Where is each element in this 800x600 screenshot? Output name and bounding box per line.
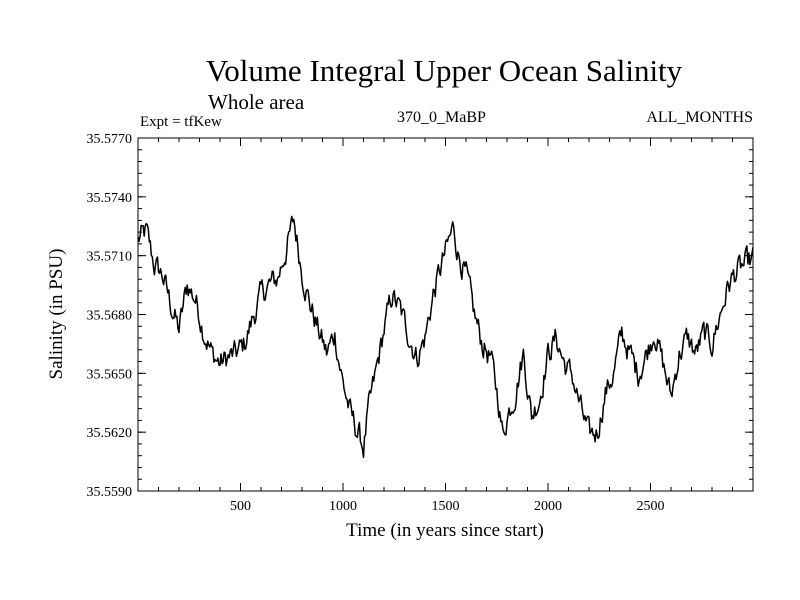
y-tick-label: 35.5770 [87, 132, 133, 147]
y-tick-label: 35.5740 [87, 191, 133, 206]
x-tick-label: 1500 [432, 499, 460, 514]
experiment-label: Expt = tfKew [140, 114, 222, 130]
x-tick-label: 500 [230, 499, 251, 514]
y-tick-label: 35.5620 [87, 426, 133, 441]
x-tick-label: 1000 [329, 499, 357, 514]
axis-ticks [138, 137, 753, 492]
x-tick-label: 2500 [637, 499, 665, 514]
chart-title: Volume Integral Upper Ocean Salinity [205, 53, 683, 88]
x-axis-label: Time (in years since start) [346, 520, 544, 541]
y-tick-label: 35.5590 [87, 485, 133, 500]
chart-subtitle: Whole area [208, 90, 305, 114]
axis-tick-labels: 500 1000 1500 2000 2500 35.5590 35.5620 35.5650… [87, 132, 665, 514]
run-label: 370_0_MaBP [397, 109, 486, 126]
plot-frame [137, 137, 754, 492]
y-tick-label: 35.5650 [87, 367, 133, 382]
x-tick-label: 2000 [534, 499, 562, 514]
y-axis-label: Salinity (in PSU) [46, 249, 67, 380]
months-label: ALL_MONTHS [646, 109, 753, 126]
y-tick-label: 35.5710 [87, 250, 133, 265]
y-tick-label: 35.5680 [87, 309, 133, 324]
salinity-series-line [137, 215, 754, 459]
